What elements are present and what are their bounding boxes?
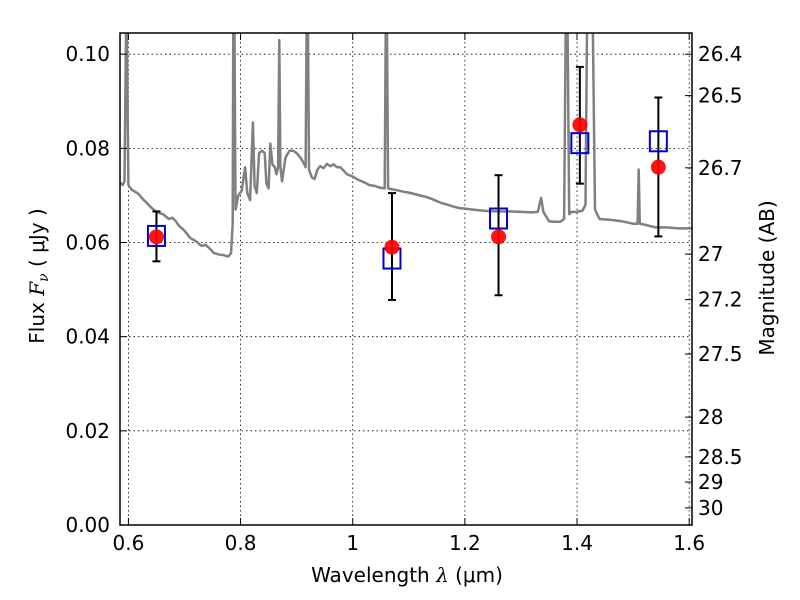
y-tick-label: 0.00 xyxy=(65,513,110,537)
mag-tick-label: 26.7 xyxy=(698,156,743,180)
observed-flux-point xyxy=(384,239,400,255)
mag-tick-label: 29 xyxy=(698,470,723,494)
observed-flux-point xyxy=(491,229,507,245)
mag-tick-label: 27 xyxy=(698,242,723,266)
grid-lines xyxy=(120,33,692,525)
spectrum-layer xyxy=(120,33,692,258)
model-spectrum-line xyxy=(120,33,692,258)
axis-ticks: 0.6 0.8 1 1.2 1.4 1.6 0.00 0.02 0.04 0.06 0.08 0.10… xyxy=(65,33,743,555)
x-tick-label: 1.4 xyxy=(561,531,593,555)
mag-tick-label: 30 xyxy=(698,496,723,520)
x-axis-label: Wavelength λ (μm) xyxy=(311,563,503,587)
plot-frame xyxy=(119,32,693,526)
y-tick-label: 0.04 xyxy=(65,325,110,349)
y-tick-label: 0.02 xyxy=(65,419,110,443)
y-tick-label: 0.06 xyxy=(65,231,110,255)
x-tick-label: 0.8 xyxy=(225,531,257,555)
x-tick-label: 1 xyxy=(346,531,359,555)
model-photometry-point xyxy=(489,207,509,230)
y-tick-label: 0.08 xyxy=(65,136,110,160)
model-photometry-point xyxy=(570,132,590,155)
mag-tick-label: 26.5 xyxy=(698,84,743,108)
mag-tick-label: 27.5 xyxy=(698,342,743,366)
mag-tick-label: 28 xyxy=(698,405,723,429)
mag-tick-label: 26.4 xyxy=(698,42,743,66)
magnitude-axis-label: Magnitude (AB) xyxy=(755,200,779,355)
x-tick-label: 1.2 xyxy=(449,531,481,555)
observed-flux-point xyxy=(650,159,666,175)
x-tick-label: 0.6 xyxy=(113,531,145,555)
model-photometry-point xyxy=(146,224,166,247)
model-photometry-layer xyxy=(146,130,668,270)
model-photometry-point xyxy=(648,130,668,153)
y-tick-label: 0.10 xyxy=(65,42,110,66)
mag-tick-label: 28.5 xyxy=(698,445,743,469)
observed-flux-point xyxy=(572,117,588,133)
x-tick-label: 1.6 xyxy=(673,531,705,555)
observed-flux-layer xyxy=(148,117,666,255)
observed-flux-point xyxy=(148,229,164,245)
y-axis-label: Flux Fν ( μJy ) xyxy=(25,208,52,343)
mag-tick-label: 27.2 xyxy=(698,288,743,312)
